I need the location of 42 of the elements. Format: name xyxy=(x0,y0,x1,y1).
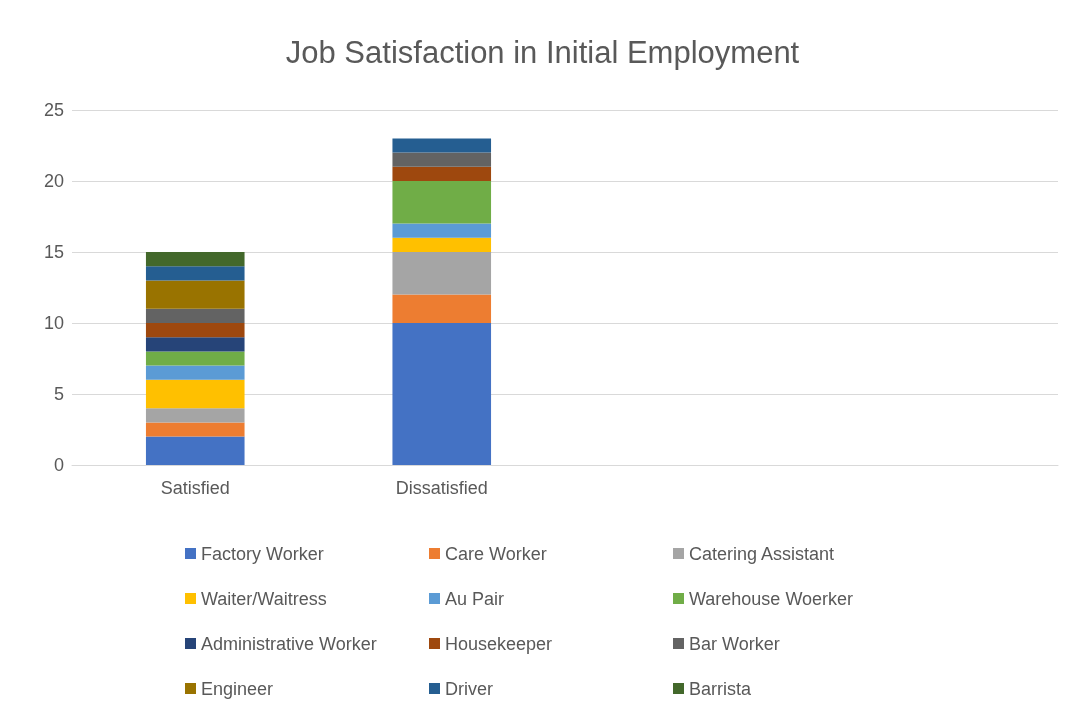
x-tick-label: Satisfied xyxy=(160,478,230,498)
legend-label: Housekeeper xyxy=(445,633,553,654)
bar xyxy=(392,181,492,224)
bar xyxy=(145,337,245,352)
legend-label: Catering Assistant xyxy=(689,543,835,564)
legend-label: Au Pair xyxy=(445,588,505,609)
legend-label: Administrative Worker xyxy=(201,633,377,654)
bar xyxy=(145,422,245,437)
legend-label: Bar Worker xyxy=(689,633,780,654)
y-tick-label: 20 xyxy=(43,171,64,191)
y-tick-label: 5 xyxy=(53,384,64,404)
y-tick-label: 15 xyxy=(43,242,64,262)
y-tick-label: 0 xyxy=(53,455,64,475)
bar xyxy=(145,280,245,309)
bar xyxy=(145,379,245,409)
bar xyxy=(145,252,245,267)
legend-label: Engineer xyxy=(201,678,274,699)
legend-label: Driver xyxy=(445,678,493,699)
chart-title: Job Satisfaction in Initial Employment xyxy=(285,35,800,70)
legend-label: Warehouse Woerker xyxy=(689,588,854,609)
bar xyxy=(392,252,492,295)
bar xyxy=(145,408,245,423)
legend-label: Care Worker xyxy=(445,543,547,564)
y-tick-label: 25 xyxy=(43,100,64,120)
legend-label: Barrista xyxy=(689,678,752,699)
bar xyxy=(145,365,245,380)
bar xyxy=(392,152,492,167)
legend-label: Waiter/Waitress xyxy=(201,588,327,609)
bar xyxy=(145,436,245,465)
bar xyxy=(145,323,245,338)
bar xyxy=(145,351,245,366)
bar xyxy=(392,166,492,181)
bar xyxy=(145,266,245,281)
bar xyxy=(392,223,492,238)
bar xyxy=(392,294,492,323)
bar xyxy=(145,308,245,323)
bar xyxy=(392,138,492,153)
y-tick-label: 10 xyxy=(43,313,64,333)
x-tick-label: Dissatisfied xyxy=(395,478,488,498)
legend-label: Factory Worker xyxy=(201,543,324,564)
bar xyxy=(392,237,492,252)
bar xyxy=(392,323,492,465)
